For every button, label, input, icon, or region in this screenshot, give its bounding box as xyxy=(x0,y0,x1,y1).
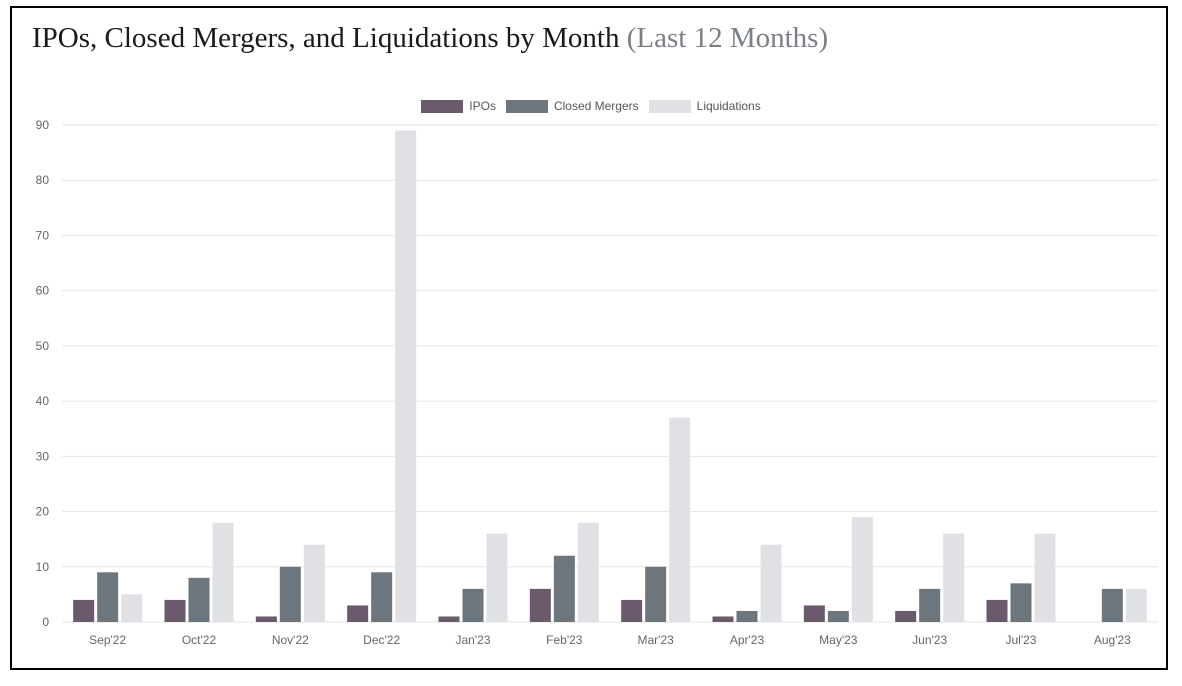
bar-closed-mergers[interactable] xyxy=(553,555,575,622)
bar-ipos[interactable] xyxy=(986,599,1008,622)
bar-ipos[interactable] xyxy=(164,599,186,622)
bar-closed-mergers[interactable] xyxy=(736,610,758,622)
bar-liquidations[interactable] xyxy=(577,522,599,622)
bar-liquidations[interactable] xyxy=(851,517,873,622)
legend-swatch-closed-mergers xyxy=(505,99,548,113)
legend-item-closed-mergers[interactable]: Closed Mergers xyxy=(505,99,639,113)
bar-liquidations[interactable] xyxy=(1125,588,1147,622)
bar-closed-mergers[interactable] xyxy=(1010,583,1032,622)
legend-swatch-ipos xyxy=(421,99,464,113)
bar-closed-mergers[interactable] xyxy=(188,577,210,622)
bar-closed-mergers[interactable] xyxy=(462,588,484,622)
chart-subtitle: (Last 12 Months) xyxy=(626,22,829,54)
bar-closed-mergers[interactable] xyxy=(371,572,393,622)
y-tick-label: 10 xyxy=(36,560,50,574)
bar-closed-mergers[interactable] xyxy=(1101,588,1123,622)
bar-liquidations[interactable] xyxy=(1034,533,1056,622)
legend-item-ipos[interactable]: IPOs xyxy=(421,99,496,113)
bar-closed-mergers[interactable] xyxy=(97,572,119,622)
x-tick-label: Oct'22 xyxy=(182,633,217,647)
bar-ipos[interactable] xyxy=(803,605,825,622)
bar-liquidations[interactable] xyxy=(212,522,234,622)
y-tick-label: 70 xyxy=(36,228,50,242)
bar-liquidations[interactable] xyxy=(669,417,691,622)
x-tick-label: Nov'22 xyxy=(272,633,309,647)
bar-liquidations[interactable] xyxy=(760,544,782,622)
grid-lines xyxy=(62,124,1158,623)
x-tick-label: Jul'23 xyxy=(1006,633,1037,647)
bar-closed-mergers[interactable] xyxy=(279,566,301,622)
x-tick-label: Aug'23 xyxy=(1094,633,1131,647)
x-tick-label: Sep'22 xyxy=(89,633,126,647)
x-tick-label: Jun'23 xyxy=(912,633,947,647)
x-tick-label: Mar'23 xyxy=(638,633,675,647)
chart-legend: IPOs Closed Mergers Liquidations xyxy=(12,99,1170,113)
bar-ipos[interactable] xyxy=(438,616,460,622)
y-tick-label: 50 xyxy=(36,339,50,353)
bar-liquidations[interactable] xyxy=(303,544,325,622)
y-axis-ticks: 0 10 20 30 40 50 60 70 80 90 xyxy=(36,118,50,629)
y-tick-label: 0 xyxy=(42,615,49,629)
bar-ipos[interactable] xyxy=(621,599,643,622)
bar-liquidations[interactable] xyxy=(943,533,965,622)
bar-closed-mergers[interactable] xyxy=(827,610,849,622)
x-axis-ticks: Sep'22 Oct'22 Nov'22 Dec'22 Jan'23 Feb'23 Mar'… xyxy=(89,633,1131,647)
x-tick-label: Feb'23 xyxy=(546,633,583,647)
legend-label-closed-mergers: Closed Mergers xyxy=(553,99,639,113)
bar-liquidations[interactable] xyxy=(395,130,417,622)
bar-ipos[interactable] xyxy=(529,588,551,622)
bar-ipos[interactable] xyxy=(73,599,95,622)
bars xyxy=(73,130,1147,622)
bar-ipos[interactable] xyxy=(347,605,369,622)
legend-label-ipos: IPOs xyxy=(469,99,496,113)
y-tick-label: 90 xyxy=(36,118,50,132)
x-tick-label: Jan'23 xyxy=(456,633,491,647)
legend-item-liquidations[interactable]: Liquidations xyxy=(648,99,761,113)
x-tick-label: Apr'23 xyxy=(730,633,765,647)
y-tick-label: 60 xyxy=(36,284,50,298)
x-tick-label: May'23 xyxy=(819,633,858,647)
x-tick-label: Dec'22 xyxy=(363,633,400,647)
legend-label-liquidations: Liquidations xyxy=(696,99,761,113)
y-tick-label: 20 xyxy=(36,505,50,519)
bar-ipos[interactable] xyxy=(255,616,277,622)
bar-liquidations[interactable] xyxy=(121,594,143,622)
chart-title-main: IPOs, Closed Mergers, and Liquidations b… xyxy=(32,22,620,54)
y-tick-label: 40 xyxy=(36,394,50,408)
bar-closed-mergers[interactable] xyxy=(645,566,667,622)
bar-ipos[interactable] xyxy=(895,610,917,622)
y-tick-label: 80 xyxy=(36,173,50,187)
bar-closed-mergers[interactable] xyxy=(919,588,941,622)
y-tick-label: 30 xyxy=(36,449,50,463)
chart-title: IPOs, Closed Mergers, and Liquidations b… xyxy=(32,22,828,55)
bar-ipos[interactable] xyxy=(712,616,734,622)
legend-swatch-liquidations xyxy=(648,99,691,113)
bar-liquidations[interactable] xyxy=(486,533,508,622)
chart-panel: IPOs, Closed Mergers, and Liquidations b… xyxy=(10,6,1168,670)
bar-chart: 0 10 20 30 40 50 60 70 80 90 Sep'22 Oct'22 Nov'22 De… xyxy=(36,118,1158,647)
